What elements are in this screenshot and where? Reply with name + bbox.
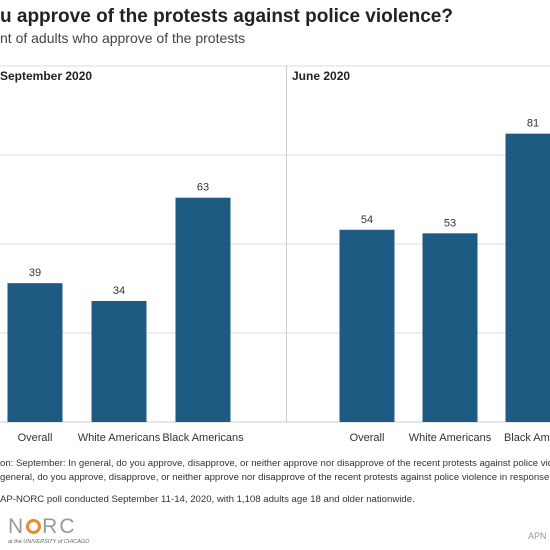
bar (175, 197, 231, 422)
data-label: 39 (29, 267, 41, 279)
panel-title-september: September 2020 (0, 69, 93, 83)
chart-title: u approve of the protests against police… (0, 6, 453, 27)
category-label: Black Americans (162, 432, 244, 444)
bar (422, 233, 478, 422)
norc-logo-wordmark: N RC (8, 515, 77, 538)
question-note-continued: general, do you approve, disapprove, or … (0, 472, 550, 483)
source-note: AP-NORC poll conducted September 11-14, … (0, 494, 415, 505)
logo-circle-icon (26, 519, 42, 534)
data-label: 54 (361, 214, 373, 226)
data-label: 34 (113, 285, 125, 297)
chart-subtitle: nt of adults who approve of the protests (0, 30, 246, 46)
question-note: on: September: In general, do you approv… (0, 458, 550, 469)
category-label: Overall (18, 432, 53, 444)
bar (505, 133, 550, 422)
category-label: White Americans (409, 432, 492, 444)
data-label: 81 (527, 118, 539, 130)
category-label: Black Ameri (504, 432, 550, 444)
panel-title-june: June 2020 (292, 69, 351, 83)
category-label: Overall (350, 432, 385, 444)
bar (7, 283, 63, 422)
corner-mark: APN (528, 531, 547, 541)
category-label: White Americans (78, 432, 161, 444)
norc-logo: N RC at the UNIVERSITY of CHICAGO (8, 515, 90, 545)
bar (339, 229, 395, 422)
norc-logo-tagline: at the UNIVERSITY of CHICAGO (8, 539, 90, 545)
bar (91, 300, 147, 422)
data-label: 53 (444, 217, 456, 229)
data-label: 63 (197, 182, 209, 194)
